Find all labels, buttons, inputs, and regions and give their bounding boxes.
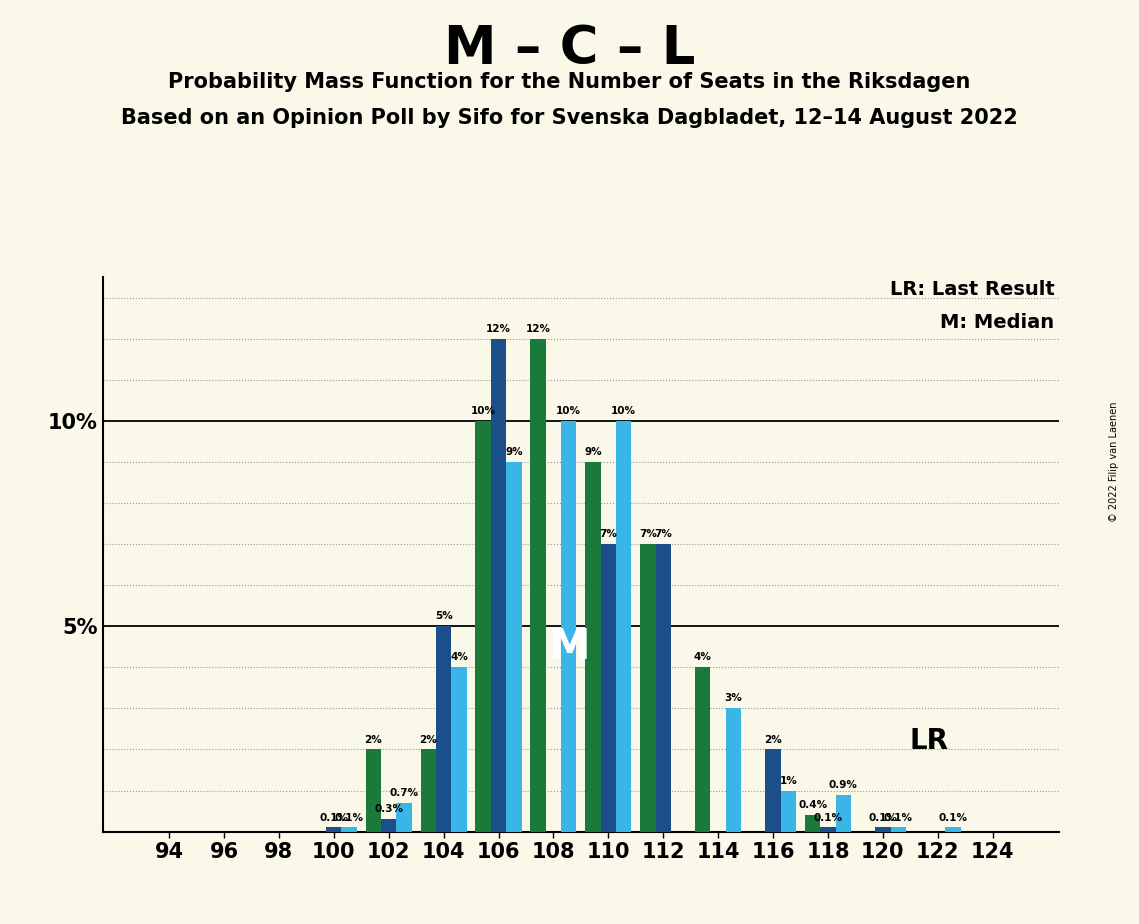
Text: 5%: 5% bbox=[435, 612, 452, 621]
Bar bbox=[382, 820, 396, 832]
Text: 7%: 7% bbox=[654, 529, 672, 540]
Bar bbox=[506, 462, 522, 832]
Text: 7%: 7% bbox=[639, 529, 657, 540]
Text: 12%: 12% bbox=[486, 324, 511, 334]
Text: 0.9%: 0.9% bbox=[829, 780, 858, 790]
Bar bbox=[616, 421, 631, 832]
Bar bbox=[585, 462, 600, 832]
Bar bbox=[475, 421, 491, 832]
Text: Based on an Opinion Poll by Sifo for Svenska Dagbladet, 12–14 August 2022: Based on an Opinion Poll by Sifo for Sve… bbox=[121, 108, 1018, 128]
Bar bbox=[820, 828, 836, 832]
Text: LR: Last Result: LR: Last Result bbox=[890, 280, 1055, 299]
Text: 0.1%: 0.1% bbox=[939, 812, 968, 822]
Bar bbox=[491, 339, 506, 832]
Bar bbox=[326, 828, 342, 832]
Bar bbox=[765, 749, 780, 832]
Text: M: M bbox=[548, 626, 590, 668]
Text: 2%: 2% bbox=[764, 735, 782, 745]
Bar bbox=[891, 828, 906, 832]
Text: © 2022 Filip van Laenen: © 2022 Filip van Laenen bbox=[1109, 402, 1118, 522]
Text: 12%: 12% bbox=[525, 324, 550, 334]
Text: 9%: 9% bbox=[505, 447, 523, 457]
Text: 0.4%: 0.4% bbox=[798, 800, 827, 810]
Bar bbox=[562, 421, 576, 832]
Text: M: Median: M: Median bbox=[941, 313, 1055, 333]
Bar bbox=[531, 339, 546, 832]
Text: 0.3%: 0.3% bbox=[375, 805, 403, 814]
Bar bbox=[436, 626, 451, 832]
Text: 7%: 7% bbox=[599, 529, 617, 540]
Bar bbox=[875, 828, 891, 832]
Text: 0.1%: 0.1% bbox=[884, 812, 912, 822]
Text: M – C – L: M – C – L bbox=[444, 23, 695, 75]
Bar bbox=[726, 709, 741, 832]
Text: 2%: 2% bbox=[419, 735, 437, 745]
Bar bbox=[342, 828, 357, 832]
Text: 9%: 9% bbox=[584, 447, 601, 457]
Text: 0.1%: 0.1% bbox=[335, 812, 363, 822]
Bar bbox=[695, 667, 711, 832]
Text: 4%: 4% bbox=[694, 652, 712, 663]
Text: Probability Mass Function for the Number of Seats in the Riksdagen: Probability Mass Function for the Number… bbox=[169, 72, 970, 92]
Bar bbox=[420, 749, 436, 832]
Bar bbox=[836, 795, 851, 832]
Bar bbox=[451, 667, 467, 832]
Text: 0.1%: 0.1% bbox=[868, 812, 898, 822]
Bar bbox=[600, 544, 616, 832]
Bar bbox=[780, 791, 796, 832]
Bar bbox=[945, 828, 961, 832]
Text: 0.1%: 0.1% bbox=[319, 812, 349, 822]
Text: 0.7%: 0.7% bbox=[390, 788, 419, 798]
Bar bbox=[805, 815, 820, 832]
Bar bbox=[640, 544, 656, 832]
Text: 10%: 10% bbox=[556, 406, 581, 416]
Text: LR: LR bbox=[909, 727, 949, 755]
Text: 4%: 4% bbox=[450, 652, 468, 663]
Text: 10%: 10% bbox=[612, 406, 637, 416]
Text: 3%: 3% bbox=[724, 694, 743, 703]
Text: 2%: 2% bbox=[364, 735, 383, 745]
Text: 10%: 10% bbox=[470, 406, 495, 416]
Text: 0.1%: 0.1% bbox=[813, 812, 843, 822]
Bar bbox=[656, 544, 671, 832]
Bar bbox=[396, 803, 412, 832]
Bar bbox=[366, 749, 382, 832]
Text: 1%: 1% bbox=[779, 775, 797, 785]
